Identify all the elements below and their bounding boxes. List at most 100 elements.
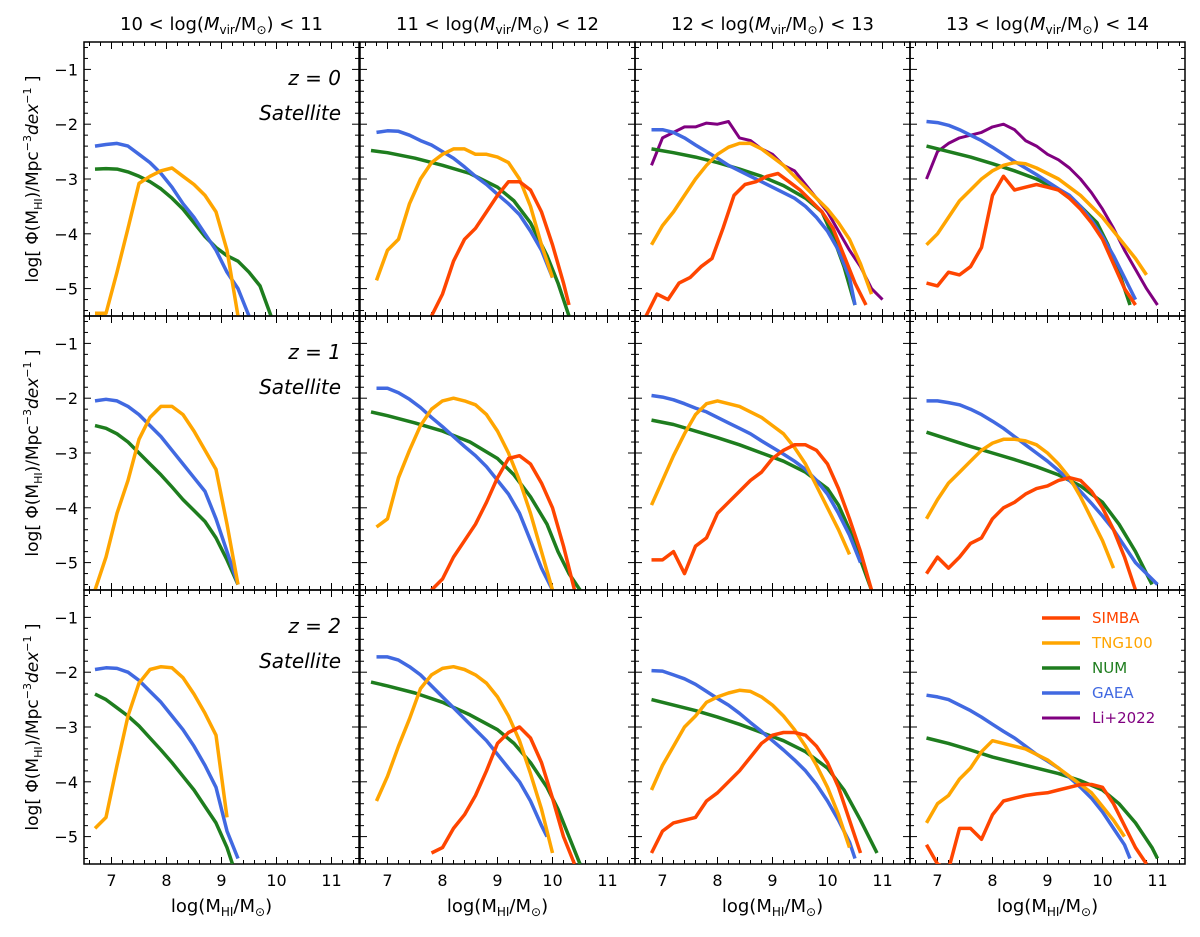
panel-r2-c1 [359,589,636,865]
series-line-tng100 [925,160,1148,276]
y-tick-label: −5 [54,280,78,299]
series-line-tng100 [374,147,555,281]
series-lines [649,668,879,860]
series-line-num [651,418,874,590]
series-line-gaea [94,397,240,586]
panel-r2-c3 [909,589,1186,865]
panel-frame [359,315,636,591]
ticks [360,590,635,864]
redshift-label: z = 1 [287,340,341,364]
y-tick-label: −5 [54,828,78,847]
series-line-gaea [926,399,1159,586]
ticks [910,42,1185,316]
x-tick-label: 11 [597,871,617,890]
y-tick-label: −2 [54,389,78,408]
series-line-num [925,430,1154,586]
series-line-num [94,423,240,586]
y-tick-label: −3 [54,170,78,189]
x-tick-label: 8 [712,871,722,890]
x-tick-label: 10 [1092,871,1112,890]
series-lines [924,399,1159,590]
ticks [635,316,910,590]
ticks [360,42,635,316]
panel-r1-c1 [359,315,636,591]
panel-r1-c2 [634,315,911,591]
y-axis-label: log[ Φ(MHI)/Mpc−3dex−1 ] [21,623,45,830]
x-tick-label: 8 [437,871,447,890]
panel-r2-c2 [634,589,911,865]
series-line-simba [925,475,1138,590]
x-tick-label: 8 [161,871,171,890]
series-line-tng100 [649,399,852,556]
series-line-simba [651,443,874,590]
redshift-label: z = 2 [287,614,341,638]
series-line-gaea [376,386,555,590]
legend-label-li-2022: Li+2022 [1092,709,1155,727]
series-lines [649,393,874,590]
ticks [910,590,1185,864]
x-tick-label: 9 [767,871,777,890]
panel-frame [909,589,1186,865]
x-tick-label: 7 [382,871,392,890]
ticks [635,42,910,316]
column-title: 12 < log(Mvir/M⊙) < 13 [671,14,874,37]
x-tick-label: 11 [1147,871,1167,890]
x-tick-label: 7 [932,871,942,890]
y-tick-label: −1 [54,608,78,627]
satellite-label: Satellite [259,101,341,125]
y-tick-label: −3 [54,718,78,737]
series-line-gaea [94,666,240,860]
series-line-gaea [94,141,251,316]
series-line-simba [429,179,571,316]
series-line-tng100 [649,688,852,849]
series-line-gaea [651,668,857,860]
x-tick-label: 10 [266,871,286,890]
x-axis-label: log(MHI/M⊙) [171,896,272,919]
series-lines [370,386,582,590]
panel-frame [359,41,636,317]
x-tick-label: 10 [817,871,837,890]
x-tick-label: 7 [106,871,116,890]
y-axis-label: log[ Φ(MHI)/Mpc−3dex−1 ] [21,75,45,282]
x-tick-label: 9 [1042,871,1052,890]
series-line-tng100 [649,141,874,295]
series-line-simba [926,174,1137,306]
series-line-simba [430,725,577,864]
series-line-simba [644,171,868,316]
y-tick-label: −5 [54,554,78,573]
x-tick-label: 11 [321,871,341,890]
ticks [910,316,1185,590]
series-lines [370,129,571,316]
panel-r1-c3 [909,315,1186,591]
series-line-simba [649,730,863,854]
series-line-num [926,736,1160,860]
column-titles: 10 < log(Mvir/M⊙) < 11 11 < log(Mvir/M⊙) … [120,14,1149,37]
series-lines [370,655,582,864]
series-line-tng100 [375,396,555,590]
x-axis-label: log(MHI/M⊙) [997,896,1098,919]
series-lines [94,141,273,316]
x-axis-label: log(MHI/M⊙) [447,896,548,919]
y-tick-label: −4 [54,773,78,792]
series-line-simba [924,782,1148,864]
satellite-label: Satellite [259,375,341,399]
series-line-gaea [376,655,549,838]
series-line-num [370,148,571,316]
series-line-gaea [651,127,857,306]
x-tick-label: 10 [542,871,562,890]
y-tick-label: −2 [54,115,78,134]
y-tick-label: −2 [54,663,78,682]
series-line-tng100 [924,738,1126,838]
legend-label-simba: SIMBA [1092,609,1140,627]
series-line-gaea [651,393,863,564]
series-lines [93,664,240,864]
legend-label-num: NUM [1092,659,1127,677]
panel-r0-c1 [359,41,636,317]
series-line-tng100 [93,664,229,830]
panel-r2-c0 [83,589,360,865]
column-title: 13 < log(Mvir/M⊙) < 14 [946,14,1149,37]
panel-r0-c3 [909,41,1186,317]
series-lines [93,397,240,590]
x-axis-label: log(MHI/M⊙) [722,896,823,919]
panel-frame [359,589,636,865]
